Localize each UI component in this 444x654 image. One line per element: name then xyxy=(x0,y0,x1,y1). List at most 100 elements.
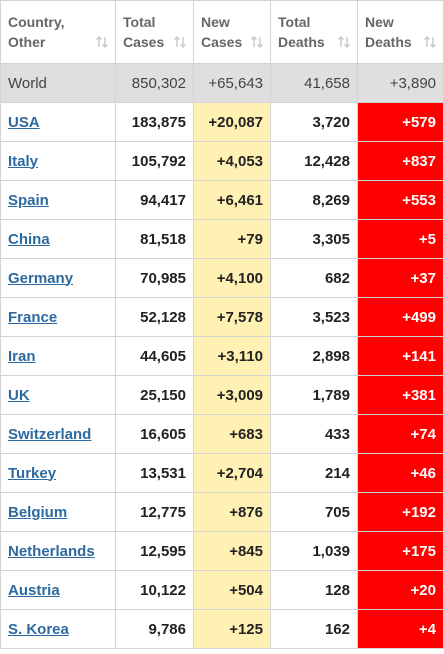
country-link[interactable]: France xyxy=(8,308,58,326)
cell-nc: +2,704 xyxy=(193,453,271,493)
cell-nd: +46 xyxy=(357,453,444,493)
cell-nd: +74 xyxy=(357,414,444,454)
cell-nc: +683 xyxy=(193,414,271,454)
cell-nc: +65,643 xyxy=(193,63,271,103)
cell-tc: 16,605 xyxy=(115,414,194,454)
cell-tc: 12,775 xyxy=(115,492,194,532)
cell-tc: 12,595 xyxy=(115,531,194,571)
cell-td: 162 xyxy=(270,609,358,649)
country-link[interactable]: Iran xyxy=(8,347,36,365)
cell-td: 214 xyxy=(270,453,358,493)
cell-td: 3,523 xyxy=(270,297,358,337)
cell-td: 12,428 xyxy=(270,141,358,181)
world-row: World 850,302 +65,643 41,658 +3,890 xyxy=(0,63,444,103)
country-row: Italy 105,792 +4,053 12,428 +837 xyxy=(0,141,444,181)
country-link[interactable]: Netherlands xyxy=(8,542,95,560)
cell-name: Spain xyxy=(0,180,116,220)
column-header[interactable]: New Deaths xyxy=(357,0,444,64)
cell-tc: 105,792 xyxy=(115,141,194,181)
cell-nc: +504 xyxy=(193,570,271,610)
cell-nc: +3,009 xyxy=(193,375,271,415)
country-link[interactable]: Belgium xyxy=(8,503,68,521)
cell-tc: 183,875 xyxy=(115,102,194,142)
cell-nc: +7,578 xyxy=(193,297,271,337)
cell-td: 3,720 xyxy=(270,102,358,142)
cell-tc: 70,985 xyxy=(115,258,194,298)
cell-name: S. Korea xyxy=(0,609,116,649)
country-link[interactable]: Switzerland xyxy=(8,425,92,443)
sort-icon xyxy=(174,36,186,48)
cell-nd: +141 xyxy=(357,336,444,376)
cell-nd: +499 xyxy=(357,297,444,337)
cell-tc: 10,122 xyxy=(115,570,194,610)
column-header[interactable]: Total Cases xyxy=(115,0,194,64)
country-row: Austria 10,122 +504 128 +20 xyxy=(0,570,444,610)
cell-nc: +876 xyxy=(193,492,271,532)
cell-nd: +175 xyxy=(357,531,444,571)
country-link[interactable]: UK xyxy=(8,386,30,404)
cell-td: 3,305 xyxy=(270,219,358,259)
cell-nc: +125 xyxy=(193,609,271,649)
cell-nc: +20,087 xyxy=(193,102,271,142)
cell-tc: 9,786 xyxy=(115,609,194,649)
cell-tc: 44,605 xyxy=(115,336,194,376)
cell-nd: +579 xyxy=(357,102,444,142)
cell-name: Turkey xyxy=(0,453,116,493)
country-link[interactable]: China xyxy=(8,230,50,248)
country-row: Germany 70,985 +4,100 682 +37 xyxy=(0,258,444,298)
cell-nd: +37 xyxy=(357,258,444,298)
cell-name: France xyxy=(0,297,116,337)
cell-td: 128 xyxy=(270,570,358,610)
cell-nd: +553 xyxy=(357,180,444,220)
cell-nd: +5 xyxy=(357,219,444,259)
cell-nc: +845 xyxy=(193,531,271,571)
country-row: S. Korea 9,786 +125 162 +4 xyxy=(0,609,444,649)
cell-name: Netherlands xyxy=(0,531,116,571)
cell-td: 682 xyxy=(270,258,358,298)
cell-name: Austria xyxy=(0,570,116,610)
cell-td: 1,039 xyxy=(270,531,358,571)
cell-td: 8,269 xyxy=(270,180,358,220)
cell-nc: +4,053 xyxy=(193,141,271,181)
cell-nc: +4,100 xyxy=(193,258,271,298)
cell-name: Switzerland xyxy=(0,414,116,454)
header-row: Country, Other Total Cases New Cases Total … xyxy=(0,0,444,64)
cell-nd: +3,890 xyxy=(357,63,444,103)
country-link[interactable]: S. Korea xyxy=(8,620,69,638)
cell-name: UK xyxy=(0,375,116,415)
cell-nc: +6,461 xyxy=(193,180,271,220)
cell-nc: +79 xyxy=(193,219,271,259)
cell-td: 41,658 xyxy=(270,63,358,103)
cell-name: Germany xyxy=(0,258,116,298)
country-link[interactable]: Germany xyxy=(8,269,74,287)
sort-icon xyxy=(338,36,350,48)
country-link[interactable]: Spain xyxy=(8,191,49,209)
sort-icon xyxy=(424,36,436,48)
cell-nc: +3,110 xyxy=(193,336,271,376)
country-row: Turkey 13,531 +2,704 214 +46 xyxy=(0,453,444,493)
country-row: Switzerland 16,605 +683 433 +74 xyxy=(0,414,444,454)
sort-icon xyxy=(251,36,263,48)
column-header[interactable]: Country, Other xyxy=(0,0,116,64)
country-row: Spain 94,417 +6,461 8,269 +553 xyxy=(0,180,444,220)
cell-tc: 52,128 xyxy=(115,297,194,337)
table-body: World 850,302 +65,643 41,658 +3,890 USA 183,87… xyxy=(0,63,444,649)
country-row: Iran 44,605 +3,110 2,898 +141 xyxy=(0,336,444,376)
cell-tc: 850,302 xyxy=(115,63,194,103)
column-header[interactable]: Total Deaths xyxy=(270,0,358,64)
cell-td: 705 xyxy=(270,492,358,532)
country-link[interactable]: Italy xyxy=(8,152,39,170)
cell-tc: 25,150 xyxy=(115,375,194,415)
country-link[interactable]: Austria xyxy=(8,581,60,599)
country-link[interactable]: USA xyxy=(8,113,40,131)
cell-td: 2,898 xyxy=(270,336,358,376)
column-header[interactable]: New Cases xyxy=(193,0,271,64)
cell-td: 1,789 xyxy=(270,375,358,415)
header-text: New Cases xyxy=(201,14,243,50)
cell-tc: 13,531 xyxy=(115,453,194,493)
cell-nd: +837 xyxy=(357,141,444,181)
country-link[interactable]: Turkey xyxy=(8,464,57,482)
header-text: Total Cases xyxy=(123,14,165,50)
cell-nd: +4 xyxy=(357,609,444,649)
header-text: New Deaths xyxy=(365,14,412,50)
